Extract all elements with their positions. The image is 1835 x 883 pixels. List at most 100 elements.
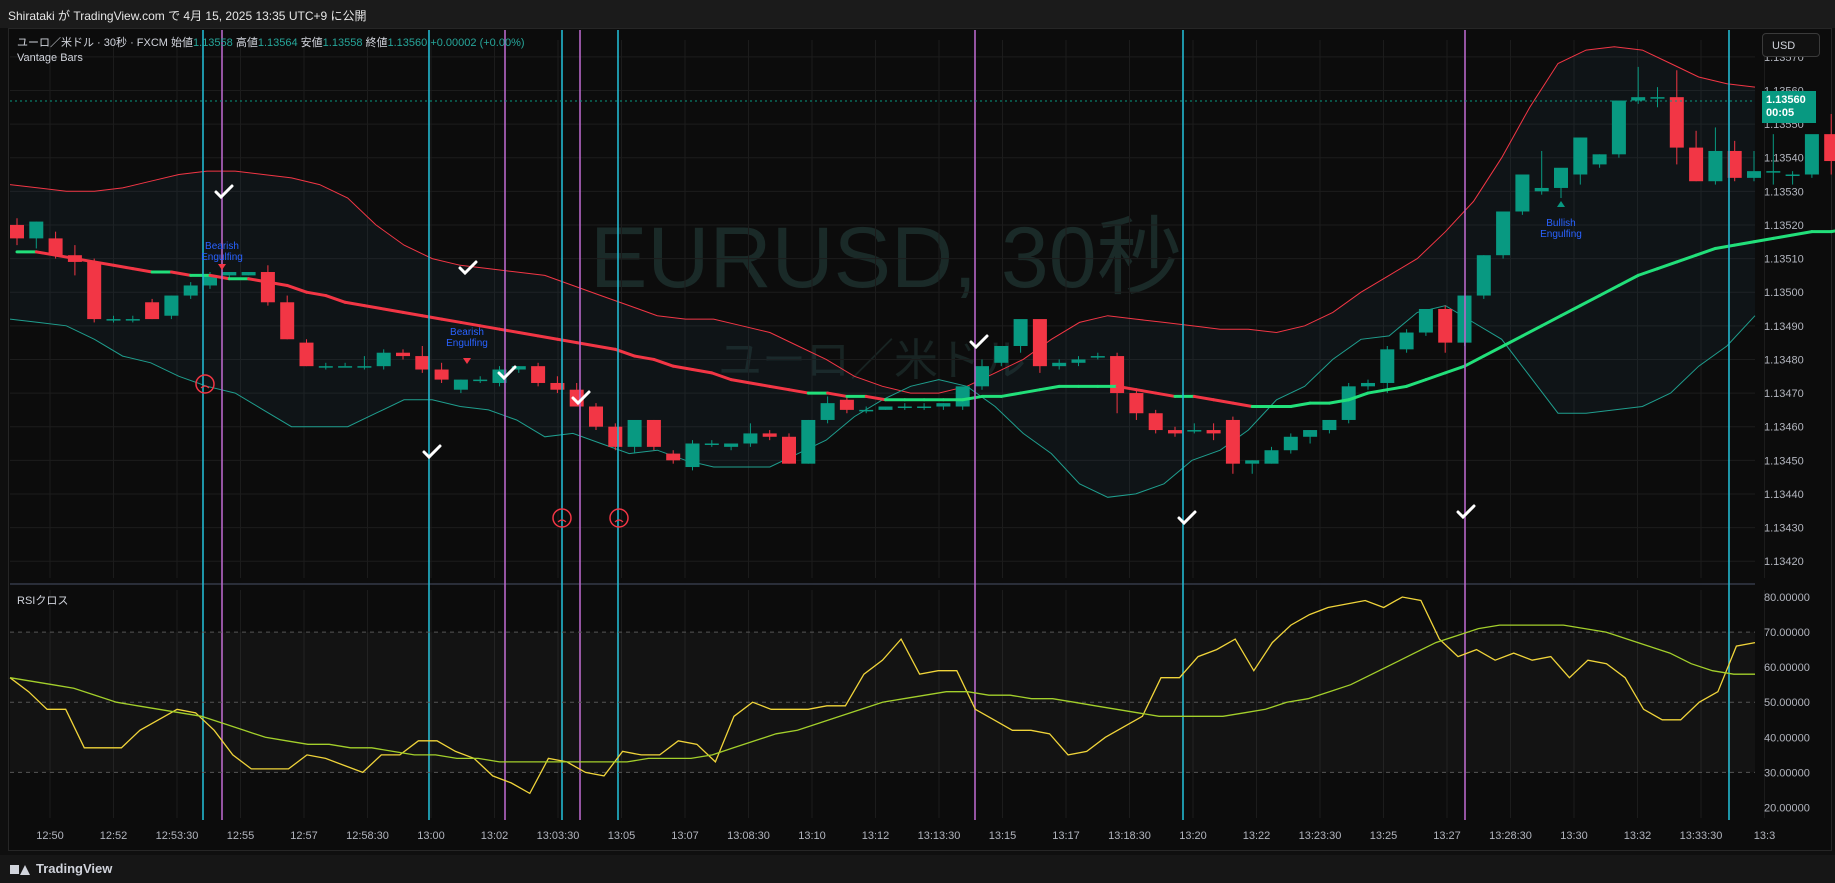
rsi-tick-label: 20.00000 [1764, 802, 1810, 814]
ma-segment [285, 283, 308, 294]
ma-segment [324, 294, 347, 304]
ma-segment [1424, 371, 1447, 382]
publish-header-text: Shirataki が TradingView.com で 4月 15, 202… [8, 9, 367, 23]
time-tick-label: 13:30 [1560, 830, 1588, 842]
ma-segment [1578, 294, 1602, 308]
ma-segment [1501, 334, 1524, 348]
ma-segment [1212, 398, 1235, 405]
ma-segment [1520, 324, 1544, 338]
ma-segment [1463, 354, 1486, 368]
ma-segment [1482, 344, 1505, 358]
candle-body [1090, 356, 1105, 358]
candle-body [1727, 150, 1742, 178]
time-tick-label: 13:10 [798, 830, 826, 842]
candle-body [1554, 167, 1568, 188]
rsi-panel-label[interactable]: RSIクロス [17, 595, 69, 607]
time-tick-label: 13:17 [1052, 830, 1080, 842]
ma-segment [1829, 229, 1835, 234]
time-tick-label: 13:00 [417, 830, 445, 842]
check-icon [422, 444, 442, 460]
ma-segment [34, 250, 58, 257]
ma-segment [1636, 267, 1659, 277]
pattern-label: Bearish [450, 327, 484, 338]
candle-body [1399, 332, 1414, 350]
candle-body [550, 382, 565, 390]
candle-body [260, 272, 275, 303]
ma-segment [1038, 384, 1061, 392]
frown-icon [609, 508, 629, 528]
candle-body [1804, 134, 1819, 175]
candle-body [1032, 319, 1047, 367]
price-tick-label: 1.13450 [1764, 455, 1804, 467]
rsi-tick-label: 40.00000 [1764, 732, 1810, 744]
candle-body [241, 272, 256, 276]
ma-segment [1771, 233, 1795, 240]
indicator-name[interactable]: Vantage Bars [17, 52, 83, 64]
change-value: +0.00002 (+0.00%) [430, 37, 525, 49]
check-icon [214, 184, 234, 200]
price-tick-label: 1.13440 [1764, 489, 1804, 501]
rsi-tick-label: 50.00000 [1764, 697, 1810, 709]
open-value: 1.13558 [193, 37, 233, 49]
ma-segment [498, 327, 521, 335]
rsi-tick-label: 80.00000 [1764, 592, 1810, 604]
ma-segment [710, 371, 733, 382]
low-label: 安値 [300, 37, 323, 49]
ma-segment [1231, 401, 1254, 409]
candle-body [357, 366, 372, 368]
band-fill [10, 46, 1755, 498]
candle-body [1187, 430, 1202, 432]
ma-segment [208, 273, 231, 281]
candle-body [1592, 154, 1607, 165]
rsi-ma-line [9, 624, 1755, 763]
ma-segment [420, 314, 444, 321]
candle-body [164, 295, 179, 316]
candle-body [1438, 309, 1453, 343]
candle-body [1418, 309, 1433, 333]
ma-segment [594, 344, 617, 351]
ma-segment [961, 394, 984, 402]
candle-body [1785, 174, 1800, 176]
candle-body [1631, 97, 1646, 101]
check-icon [969, 334, 989, 350]
candle-body [473, 379, 488, 382]
tradingview-logo[interactable]: TradingView [10, 861, 112, 876]
ma-segment [382, 307, 405, 314]
candle-body [1689, 147, 1704, 182]
candle-body [376, 352, 391, 367]
high-label: 高値 [235, 37, 258, 49]
candle-body [222, 272, 237, 276]
candle-body [511, 366, 526, 370]
last-price-tag: 1.13560 00:05 [1762, 91, 1816, 123]
candle-body [743, 433, 758, 444]
chart-frame[interactable] [8, 28, 1832, 851]
time-tick-label: 13:20 [1179, 830, 1207, 842]
last-price-value: 1.13560 [1766, 94, 1806, 106]
candle-body [994, 345, 1009, 363]
rsi-tick-label: 30.00000 [1764, 767, 1810, 779]
candle-body [453, 379, 468, 390]
candle-body [1148, 413, 1163, 431]
ma-segment [671, 364, 694, 372]
check-icon [571, 390, 591, 406]
frown-icon [195, 374, 215, 394]
frown-mouth [200, 385, 210, 389]
candle-body [415, 356, 430, 370]
price-tick-label: 1.13460 [1764, 422, 1804, 434]
candle-body [1380, 349, 1395, 383]
candle-body [87, 261, 102, 320]
time-tick-label: 13:33:30 [1680, 830, 1723, 842]
candle-body [1341, 386, 1356, 420]
candle-body [10, 224, 24, 239]
candle-body [917, 406, 932, 409]
arrow-up-icon [1557, 201, 1565, 207]
frown-icon [552, 508, 572, 528]
candle-body [338, 366, 353, 368]
candle-body [434, 369, 449, 380]
time-tick-label: 12:50 [36, 830, 64, 842]
ma-segment [1694, 246, 1717, 257]
footer-bar: TradingView [0, 855, 1835, 883]
currency-button[interactable]: USD [1762, 33, 1820, 57]
ma-segment [112, 263, 135, 271]
